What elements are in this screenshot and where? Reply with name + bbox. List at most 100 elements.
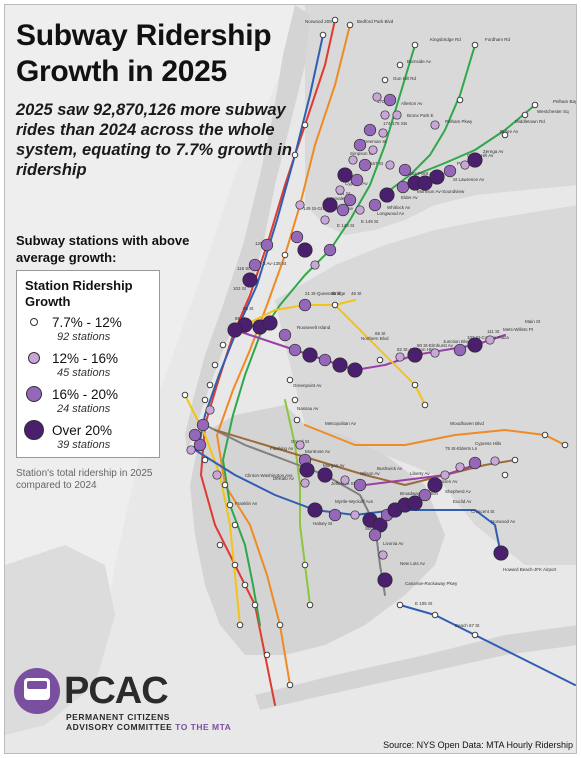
- station-dot[interactable]: [302, 347, 318, 363]
- station-dot[interactable]: [429, 169, 445, 185]
- station-dot[interactable]: [211, 361, 219, 369]
- station-dot[interactable]: [248, 258, 262, 272]
- station-dot[interactable]: [418, 488, 432, 502]
- station-dot[interactable]: [221, 481, 229, 489]
- station-dot[interactable]: [440, 470, 450, 480]
- station-dot[interactable]: [363, 123, 377, 137]
- station-dot[interactable]: [196, 418, 210, 432]
- station-dot[interactable]: [561, 441, 569, 449]
- station-dot[interactable]: [467, 152, 483, 168]
- station-dot[interactable]: [443, 164, 457, 178]
- station-dot[interactable]: [337, 167, 353, 183]
- station-dot[interactable]: [456, 96, 464, 104]
- station-dot[interactable]: [301, 121, 309, 129]
- station-dot[interactable]: [396, 180, 410, 194]
- station-dot[interactable]: [511, 456, 519, 464]
- station-dot[interactable]: [430, 348, 440, 358]
- station-dot[interactable]: [216, 541, 224, 549]
- station-dot[interactable]: [353, 478, 367, 492]
- station-dot[interactable]: [226, 501, 234, 509]
- station-dot[interactable]: [262, 315, 278, 331]
- station-dot[interactable]: [348, 155, 358, 165]
- station-dot[interactable]: [376, 356, 384, 364]
- station-dot[interactable]: [380, 110, 390, 120]
- station-dot[interactable]: [186, 445, 196, 455]
- station-dot[interactable]: [467, 337, 483, 353]
- station-dot[interactable]: [281, 251, 289, 259]
- station-dot[interactable]: [288, 343, 302, 357]
- station-dot[interactable]: [317, 467, 333, 483]
- station-dot[interactable]: [471, 41, 479, 49]
- station-dot[interactable]: [298, 298, 312, 312]
- station-dot[interactable]: [295, 200, 305, 210]
- station-dot[interactable]: [291, 396, 299, 404]
- station-dot[interactable]: [227, 322, 243, 338]
- station-dot[interactable]: [295, 440, 305, 450]
- station-dot[interactable]: [260, 238, 274, 252]
- station-dot[interactable]: [322, 197, 338, 213]
- station-dot[interactable]: [383, 93, 397, 107]
- station-dot[interactable]: [471, 631, 479, 639]
- station-dot[interactable]: [276, 621, 284, 629]
- station-dot[interactable]: [188, 428, 202, 442]
- station-dot[interactable]: [392, 110, 402, 120]
- station-dot[interactable]: [331, 301, 339, 309]
- station-dot[interactable]: [278, 328, 292, 342]
- station-dot[interactable]: [242, 272, 258, 288]
- station-dot[interactable]: [501, 471, 509, 479]
- station-dot[interactable]: [427, 477, 443, 493]
- station-dot[interactable]: [378, 128, 388, 138]
- station-dot[interactable]: [219, 341, 227, 349]
- station-dot[interactable]: [263, 651, 271, 659]
- station-dot[interactable]: [328, 508, 342, 522]
- station-dot[interactable]: [318, 353, 332, 367]
- station-dot[interactable]: [340, 475, 350, 485]
- station-dot[interactable]: [343, 193, 357, 207]
- station-dot[interactable]: [286, 681, 294, 689]
- station-dot[interactable]: [368, 145, 378, 155]
- station-dot[interactable]: [347, 362, 363, 378]
- station-dot[interactable]: [335, 185, 345, 195]
- station-dot[interactable]: [310, 260, 320, 270]
- station-dot[interactable]: [395, 352, 405, 362]
- station-dot[interactable]: [319, 31, 327, 39]
- station-dot[interactable]: [241, 581, 249, 589]
- station-dot[interactable]: [455, 462, 465, 472]
- station-dot[interactable]: [431, 611, 439, 619]
- station-dot[interactable]: [350, 173, 364, 187]
- station-dot[interactable]: [350, 510, 360, 520]
- station-dot[interactable]: [299, 462, 315, 478]
- station-dot[interactable]: [286, 376, 294, 384]
- station-dot[interactable]: [332, 357, 348, 373]
- station-dot[interactable]: [331, 16, 339, 24]
- station-dot[interactable]: [181, 391, 189, 399]
- station-dot[interactable]: [421, 401, 429, 409]
- station-dot[interactable]: [206, 381, 214, 389]
- station-dot[interactable]: [485, 335, 495, 345]
- station-dot[interactable]: [430, 120, 440, 130]
- station-dot[interactable]: [368, 528, 382, 542]
- station-dot[interactable]: [385, 160, 395, 170]
- station-dot[interactable]: [336, 203, 350, 217]
- station-dot[interactable]: [372, 92, 382, 102]
- station-dot[interactable]: [407, 347, 423, 363]
- station-dot[interactable]: [493, 545, 509, 561]
- station-dot[interactable]: [377, 572, 393, 588]
- station-dot[interactable]: [297, 242, 313, 258]
- station-dot[interactable]: [205, 405, 215, 415]
- station-dot[interactable]: [355, 205, 365, 215]
- station-dot[interactable]: [453, 343, 467, 357]
- station-dot[interactable]: [411, 381, 419, 389]
- station-dot[interactable]: [231, 561, 239, 569]
- station-dot[interactable]: [212, 470, 222, 480]
- station-dot[interactable]: [460, 160, 470, 170]
- station-dot[interactable]: [407, 495, 423, 511]
- station-dot[interactable]: [320, 215, 330, 225]
- station-dot[interactable]: [201, 396, 209, 404]
- station-dot[interactable]: [396, 601, 404, 609]
- station-dot[interactable]: [201, 456, 209, 464]
- station-dot[interactable]: [236, 621, 244, 629]
- station-dot[interactable]: [468, 456, 482, 470]
- station-dot[interactable]: [501, 131, 509, 139]
- station-dot[interactable]: [193, 438, 207, 452]
